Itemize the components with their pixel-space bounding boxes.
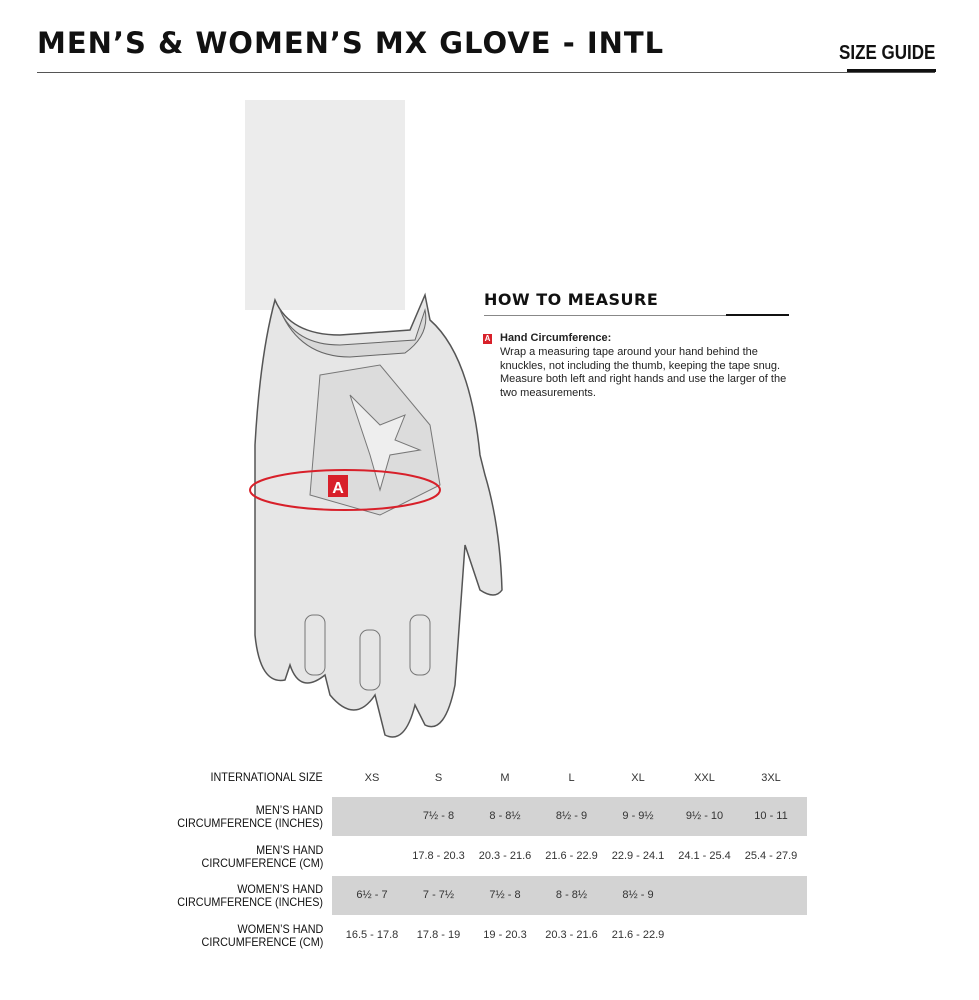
row-label: MEN’S HAND CIRCUMFERENCE (CM) [201,842,323,870]
table-cell: 25.4 - 27.9 [744,849,798,862]
table-cell: 7½ - 8 [422,810,455,822]
table-cell: 24.1 - 25.4 [678,849,731,862]
row-label-line: CIRCUMFERENCE (INCHES) [177,816,323,830]
header-divider [37,72,935,73]
finger-pad [359,629,381,691]
row-label-line: MEN’S HAND [255,842,323,857]
finger-pad [409,614,431,676]
table-cell: 17.8 - 20.3 [412,849,465,862]
page-title: MEN’S & WOMEN’S MX GLOVE - INTL [37,26,665,60]
row-label-line: WOMEN’S HAND [237,921,323,936]
size-guide-underline [847,69,936,72]
row-label: WOMEN’S HAND CIRCUMFERENCE (INCHES) [177,883,323,909]
size-header: XL [631,772,645,784]
table-cell: 6½ - 7 [356,889,388,901]
badge-a: A [483,334,492,344]
row-label-line: MEN’S HAND [255,803,323,817]
measure-label: Hand Circumference: [500,332,612,344]
header-label: INTERNATIONAL SIZE [210,770,323,784]
table-cell: 9 - 9½ [622,810,654,822]
table-cell: 7 - 7½ [422,889,455,901]
glove-outline [254,292,503,738]
table-cell: 16.5 - 17.8 [345,928,399,941]
table-cell: 7½ - 8 [489,889,521,901]
table-cell: 8½ - 9 [622,889,654,901]
how-to-measure-heading: HOW TO MEASURE [484,290,659,309]
table-cell: 19 - 20.3 [483,928,527,941]
finger-pad [304,614,326,676]
heading-divider [484,315,789,316]
table-cell: 22.9 - 24.1 [611,849,665,862]
row-label: WOMEN’S HAND CIRCUMFERENCE (CM) [201,921,323,949]
table-cell: 17.8 - 19 [416,928,461,941]
measuring-tape [249,469,441,511]
table-cell: 8 - 8½ [489,810,521,822]
measure-description: Wrap a measuring tape around your hand b… [500,346,787,399]
table-cell: 20.3 - 21.6 [545,928,598,941]
row-label-line: CIRCUMFERENCE (CM) [201,855,323,870]
table-cell: 21.6 - 22.9 [545,849,598,862]
row-label-line: WOMEN’S HAND [237,882,323,896]
cuff [279,308,427,358]
logo-star-icon [349,394,422,492]
table-cell: 9½ - 10 [685,810,724,822]
size-header: M [500,772,510,784]
marker-a-badge [328,475,348,497]
row-label: MEN’S HAND CIRCUMFERENCE (INCHES) [177,804,323,830]
size-header: XS [364,772,380,784]
size-header: S [434,772,443,784]
heading-accent-bar [726,314,789,316]
table-cell: 8 - 8½ [555,889,588,901]
size-header: XXL [694,772,715,784]
arm [245,100,405,310]
table-cell: 8½ - 9 [555,810,588,822]
size-header: 3XL [761,772,781,784]
table-cell: 21.6 - 22.9 [611,928,665,941]
size-guide-label: SIZE GUIDE [838,42,935,64]
row-label-line: CIRCUMFERENCE (CM) [201,934,323,949]
size-header: L [568,772,575,784]
row-label-line: CIRCUMFERENCE (INCHES) [177,895,323,909]
table-cell: 10 - 11 [754,810,788,822]
table-cell: 20.3 - 21.6 [478,849,532,862]
row-shading [332,876,807,915]
glove-illustration: A [245,100,503,738]
row-shading [332,797,807,836]
marker-a-label: A [332,480,344,497]
